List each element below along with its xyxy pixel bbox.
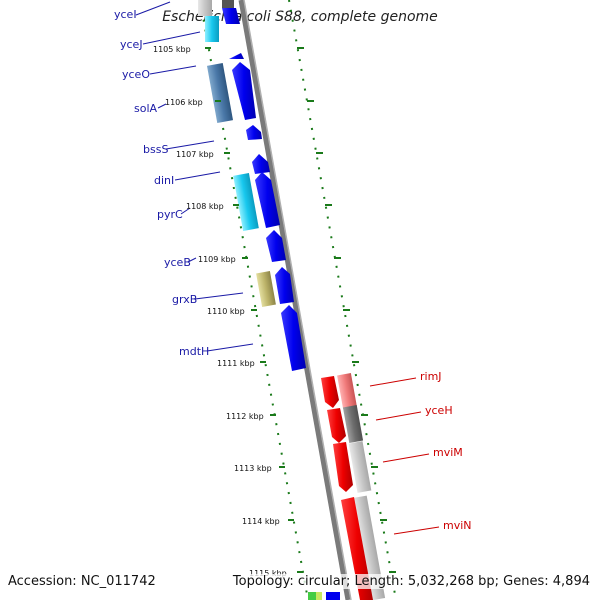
cds-forward-3 — [246, 125, 262, 140]
gene-label-rimJ[interactable]: rimJ — [420, 370, 442, 383]
gene-label-yceJ[interactable]: yceJ — [120, 38, 143, 51]
tick-label-1112: 1112 kbp — [226, 412, 264, 421]
forward-label-leaders — [135, 1, 254, 352]
gene-label-mviM[interactable]: mviM — [433, 446, 463, 459]
cds-forward-7 — [275, 267, 294, 304]
gene-label-dinI[interactable]: dinI — [154, 174, 174, 187]
feature-grxB-olive — [256, 271, 276, 307]
feature-top-dark — [222, 0, 234, 8]
tick-label-1111: 1111 kbp — [217, 359, 255, 368]
feature-bottom-2 — [316, 592, 322, 600]
tick-label-1107: 1107 kbp — [176, 150, 214, 159]
gene-label-mviN[interactable]: mviN — [443, 519, 472, 532]
gene-label-yceO[interactable]: yceO — [122, 68, 150, 81]
genome-backbone — [238, 0, 351, 600]
reverse-label-leaders — [369, 377, 440, 535]
cds-forward-6 — [266, 230, 286, 262]
tick-label-1115: 1115 kbp — [249, 569, 287, 578]
accession-text: Accession: NC_011742 — [8, 574, 156, 589]
reverse-gene-labels: rimJ yceH mviM mviN — [420, 370, 472, 532]
cds-reverse-2 — [327, 408, 346, 443]
genome-backbone-highlight — [243, 0, 352, 600]
cds-forward-5 — [255, 172, 280, 228]
tick-label-1108: 1108 kbp — [186, 202, 224, 211]
feature-top-cyan — [205, 16, 219, 42]
cds-forward-8 — [281, 305, 306, 371]
feature-top-gray — [198, 0, 212, 16]
cds-forward-4 — [252, 154, 270, 174]
cds-reverse-1 — [321, 376, 339, 408]
gene-label-grxB[interactable]: grxB — [172, 293, 197, 306]
cds-forward-top — [222, 8, 240, 24]
feature-yceO-steel — [206, 63, 234, 123]
tick-label-1114: 1114 kbp — [242, 517, 280, 526]
gene-label-pyrC[interactable]: pyrC — [157, 208, 183, 221]
tick-label-1109: 1109 kbp — [198, 255, 236, 264]
tick-label-1105: 1105 kbp — [153, 45, 191, 54]
cds-reverse-3 — [333, 442, 353, 492]
gene-label-mdtH[interactable]: mdtH — [179, 345, 209, 358]
tick-label-1110: 1110 kbp — [207, 307, 245, 316]
gene-label-bssS[interactable]: bssS — [143, 143, 168, 156]
genome-summary-text: Topology: circular; Length: 5,032,268 bp… — [232, 574, 590, 589]
feature-dinI-cyan — [233, 173, 259, 231]
cds-forward-2 — [232, 62, 256, 120]
kbp-tick-labels: 1105 kbp 1106 kbp 1107 kbp 1108 kbp 1109… — [153, 45, 287, 578]
gene-label-yceI[interactable]: yceI — [114, 8, 137, 21]
gene-label-yceB[interactable]: yceB — [164, 256, 191, 269]
cds-forward-1 — [229, 53, 244, 59]
outer-tick-track — [288, 0, 397, 600]
feature-yceH-dark — [342, 405, 364, 443]
feature-bottom-3 — [326, 592, 340, 600]
gene-label-yceH[interactable]: yceH — [425, 404, 453, 417]
gene-label-solA[interactable]: solA — [134, 102, 158, 115]
feature-mviM-gray — [348, 441, 372, 493]
forward-gene-labels: yceI yceJ yceO solA bssS dinI pyrC yceB … — [114, 8, 209, 358]
feature-rimJ-pink — [337, 373, 357, 409]
tick-label-1106: 1106 kbp — [165, 98, 203, 107]
feature-bottom-1 — [308, 592, 316, 600]
kbp-tick-marks — [205, 47, 396, 573]
tick-label-1113: 1113 kbp — [234, 464, 272, 473]
